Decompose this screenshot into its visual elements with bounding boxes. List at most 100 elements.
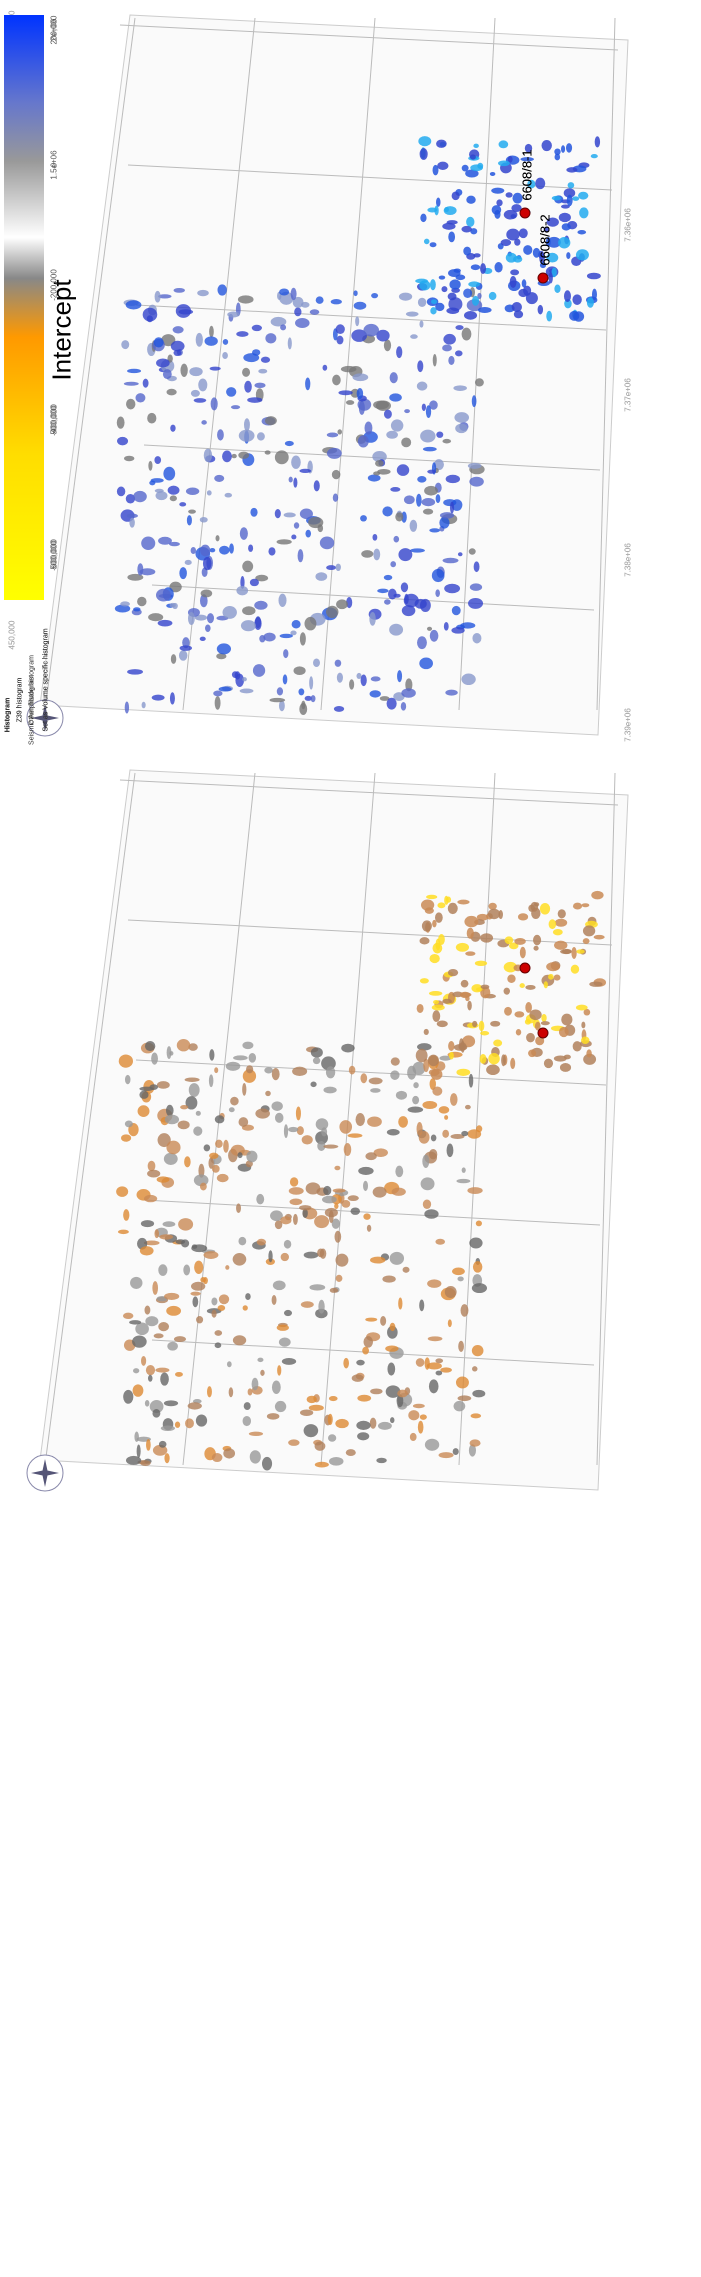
attribute-blob	[427, 1279, 441, 1288]
attribute-blob	[191, 1282, 205, 1291]
attribute-blob	[423, 509, 433, 515]
attribute-blob	[583, 938, 590, 944]
attribute-blob	[470, 1439, 481, 1446]
attribute-blob	[212, 1453, 223, 1462]
attribute-blob	[353, 290, 357, 296]
attribute-blob	[204, 1251, 219, 1259]
attribute-blob	[275, 509, 281, 518]
attribute-blob	[174, 1336, 186, 1342]
attribute-blob	[250, 579, 259, 586]
attribute-blob	[127, 669, 143, 675]
attribute-blob	[472, 633, 481, 643]
attribute-blob	[192, 1244, 197, 1249]
attribute-blob	[311, 695, 316, 702]
attribute-blob	[478, 307, 492, 313]
attribute-blob	[184, 1156, 191, 1167]
attribute-blob	[214, 475, 224, 482]
attribute-blob	[462, 328, 472, 341]
attribute-blob	[180, 1105, 188, 1109]
attribute-blob	[145, 1041, 155, 1051]
attribute-blob	[187, 515, 192, 525]
attribute-blob	[448, 293, 457, 301]
attribute-blob	[164, 1453, 169, 1463]
attribute-blob	[432, 569, 445, 582]
attribute-blob	[145, 1306, 151, 1315]
attribute-blob	[244, 1402, 251, 1410]
attribute-blob	[178, 1120, 190, 1129]
attribute-blob	[298, 688, 304, 695]
attribute-blob	[158, 1264, 167, 1276]
survey-area	[40, 15, 628, 735]
attribute-blob	[382, 506, 392, 516]
attribute-blob	[127, 514, 138, 519]
attribute-blob	[467, 928, 474, 939]
attribute-blob	[459, 1038, 464, 1049]
attribute-blob	[471, 264, 480, 270]
attribute-blob	[254, 601, 267, 610]
attribute-blob	[472, 1390, 485, 1398]
attribute-blob	[326, 1066, 335, 1078]
attribute-blob	[404, 409, 410, 413]
attribute-blob	[533, 946, 538, 951]
attribute-blob	[559, 213, 571, 222]
attribute-blob	[449, 279, 460, 289]
attribute-blob	[265, 1091, 271, 1096]
attribute-blob	[277, 539, 292, 544]
attribute-blob	[554, 148, 560, 155]
attribute-blob	[156, 358, 170, 367]
attribute-blob	[277, 687, 283, 695]
attribute-blob	[329, 1396, 338, 1401]
attribute-blob	[248, 1388, 253, 1395]
attribute-blob	[215, 535, 219, 541]
attribute-blob	[250, 1450, 261, 1463]
attribute-blob	[356, 1421, 370, 1430]
attribute-blob	[461, 1131, 468, 1136]
attribute-blob	[354, 302, 367, 310]
attribute-blob	[196, 1111, 201, 1116]
attribute-blob	[432, 920, 436, 927]
attribute-blob	[433, 1000, 439, 1004]
attribute-blob	[432, 1010, 440, 1022]
attribute-blob	[123, 1209, 129, 1221]
attribute-blob	[198, 379, 207, 392]
attribute-blob	[148, 461, 152, 471]
attribute-blob	[143, 379, 149, 388]
attribute-blob	[170, 603, 176, 608]
attribute-blob	[315, 1441, 326, 1451]
attribute-blob	[564, 290, 571, 302]
attribute-blob	[387, 1363, 395, 1376]
attribute-blob	[525, 985, 535, 990]
attribute-blob	[174, 288, 185, 293]
attribute-blob	[299, 703, 307, 715]
attribute-blob	[462, 1167, 466, 1172]
attribute-blob	[442, 999, 452, 1004]
attribute-blob	[568, 182, 575, 188]
attribute-blob	[378, 1422, 392, 1430]
attribute-blob	[491, 188, 504, 194]
attribute-blob	[432, 1005, 445, 1011]
attribute-blob	[419, 280, 430, 290]
attribute-blob	[164, 1400, 178, 1406]
attribute-blob	[294, 307, 301, 316]
attribute-blob	[421, 1177, 435, 1190]
attribute-blob	[417, 1004, 424, 1013]
attribute-blob	[179, 650, 187, 661]
attribute-blob	[330, 1288, 338, 1293]
attribute-blob	[188, 1402, 202, 1409]
attribute-blob	[472, 1345, 484, 1356]
attribute-blob	[470, 583, 482, 591]
attribute-blob	[467, 1187, 482, 1194]
attribute-blob	[137, 563, 143, 575]
y-tick-label: 7.37e+06	[624, 378, 633, 412]
attribute-blob	[348, 1133, 363, 1137]
attribute-blob	[117, 487, 125, 497]
attribute-blob	[148, 1161, 156, 1172]
attribute-blob	[554, 975, 561, 981]
attribute-blob	[154, 337, 164, 347]
attribute-blob	[233, 1055, 248, 1060]
attribute-blob	[222, 450, 232, 462]
attribute-blob	[223, 339, 228, 345]
attribute-blob	[571, 947, 576, 959]
attribute-blob	[239, 1117, 249, 1127]
attribute-blob	[141, 1356, 146, 1366]
